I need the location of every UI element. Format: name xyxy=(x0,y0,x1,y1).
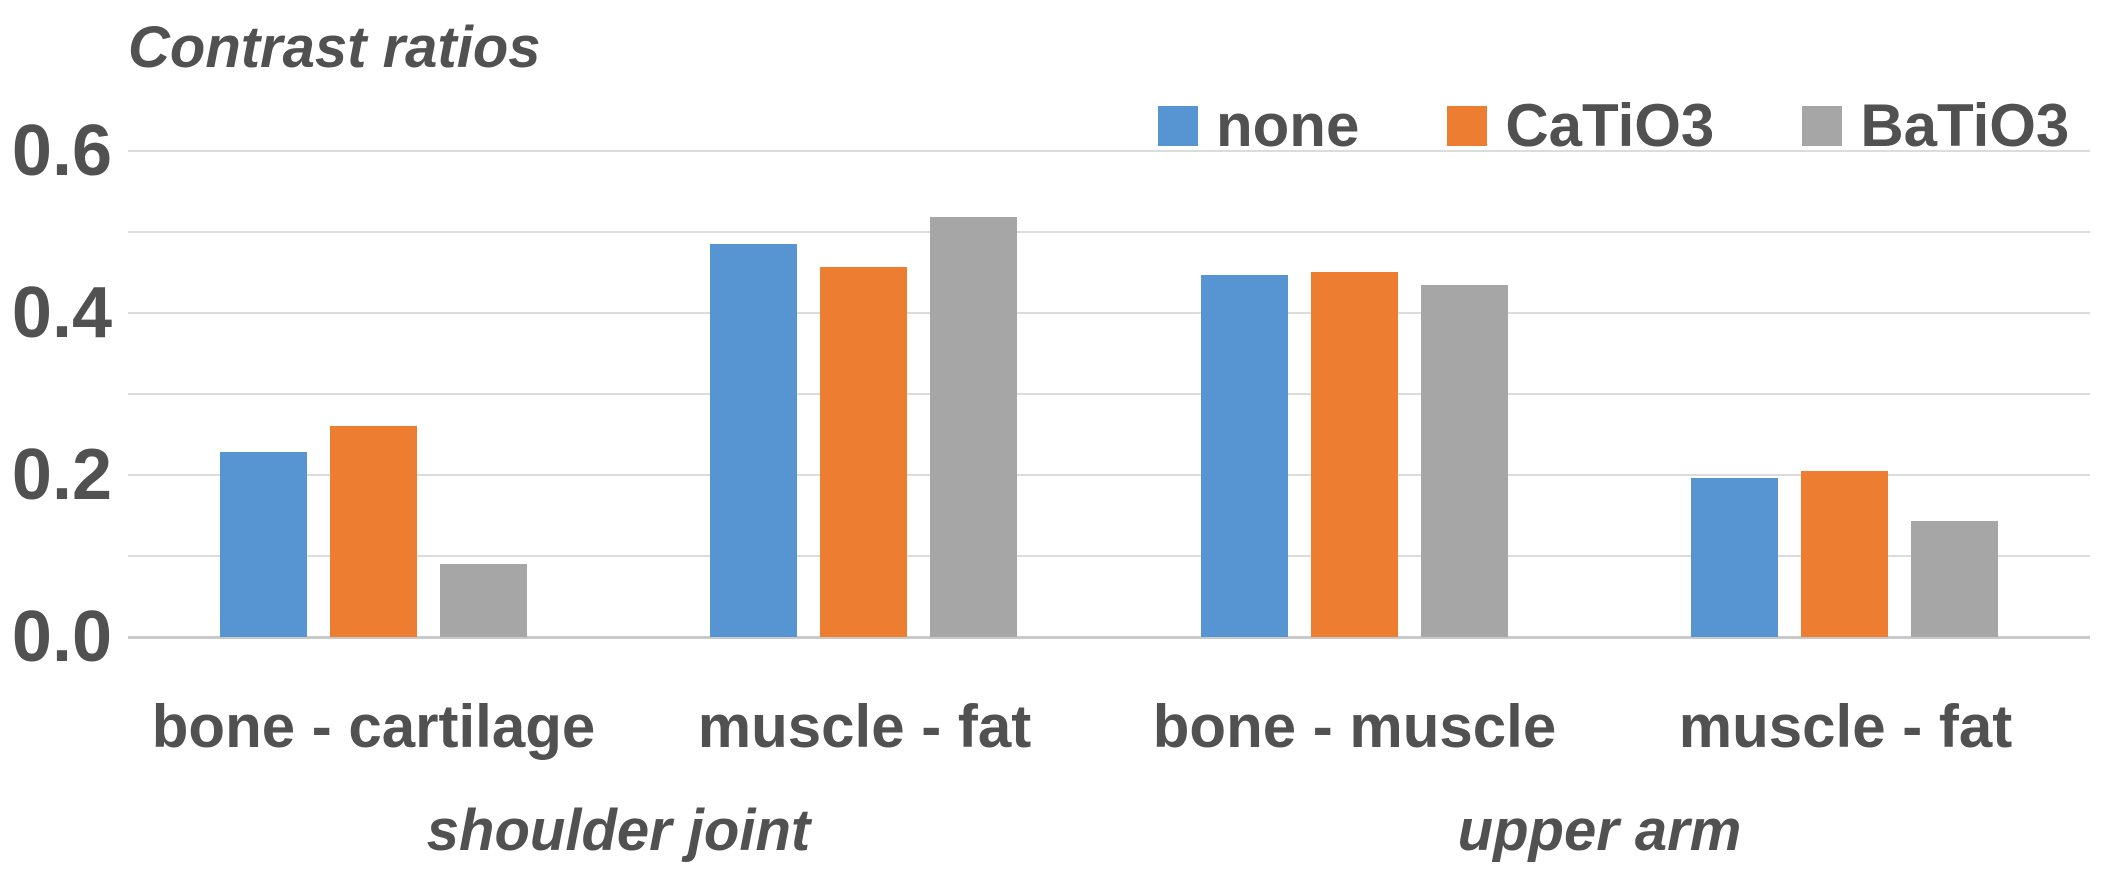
legend-label: BaTiO3 xyxy=(1860,92,2070,159)
y-tick-label: 0.6 xyxy=(11,111,112,191)
category-label: muscle - fat xyxy=(697,693,1032,760)
bar-BaTiO3-muscle-fat xyxy=(930,217,1017,637)
gridline xyxy=(128,393,2090,395)
legend-swatch-icon xyxy=(1447,106,1488,146)
bar-none-bone-cartilage xyxy=(220,452,307,637)
legend-item-none: none xyxy=(1158,96,1359,156)
gridline xyxy=(128,150,2090,152)
legend-swatch-icon xyxy=(1802,106,1843,146)
bar-BaTiO3-bone-muscle xyxy=(1421,285,1508,637)
y-tick-label: 0.0 xyxy=(11,597,112,677)
gridline xyxy=(128,312,2090,314)
group-label: upper arm xyxy=(1457,798,1742,863)
legend-item-BaTiO3: BaTiO3 xyxy=(1802,96,2069,156)
legend-swatch-icon xyxy=(1158,106,1198,146)
category-label: muscle - fat xyxy=(1678,693,2013,760)
legend-label: CaTiO3 xyxy=(1505,92,1715,159)
chart-title: Contrast ratios xyxy=(128,15,541,80)
gridline xyxy=(128,555,2090,557)
legend-item-CaTiO3: CaTiO3 xyxy=(1447,96,1714,156)
legend-label: none xyxy=(1216,92,1360,159)
y-tick-label: 0.4 xyxy=(11,273,112,353)
bar-BaTiO3-muscle-fat xyxy=(1911,521,1998,637)
category-label: bone - muscle xyxy=(1152,693,1557,760)
x-axis-line xyxy=(128,636,2090,639)
bar-none-muscle-fat xyxy=(710,244,797,637)
chart-legend: none CaTiO3 BaTiO3 xyxy=(1158,96,2069,156)
y-tick-label: 0.2 xyxy=(11,435,112,515)
bar-CaTiO3-bone-cartilage xyxy=(330,426,417,637)
gridline xyxy=(128,474,2090,476)
bar-CaTiO3-muscle-fat xyxy=(820,267,907,637)
bar-CaTiO3-muscle-fat xyxy=(1801,471,1888,637)
category-label: bone - cartilage xyxy=(151,693,596,760)
bar-CaTiO3-bone-muscle xyxy=(1311,272,1398,637)
group-label: shoulder joint xyxy=(426,798,811,863)
bar-none-muscle-fat xyxy=(1691,478,1778,637)
gridline xyxy=(128,231,2090,233)
bar-none-bone-muscle xyxy=(1201,275,1288,637)
bar-BaTiO3-bone-cartilage xyxy=(440,564,527,637)
